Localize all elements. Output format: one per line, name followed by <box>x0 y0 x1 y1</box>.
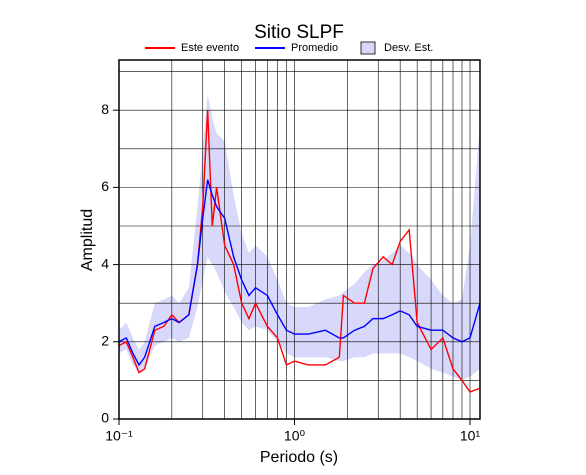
y-tick-label: 0 <box>101 410 109 426</box>
plot-frame <box>118 59 481 420</box>
series-line <box>118 110 481 393</box>
legend-label: Desv. Est. <box>384 42 433 54</box>
legend-label: Promedio <box>291 42 338 54</box>
x-axis-label: Periodo (s) <box>260 449 338 466</box>
x-tick-label: 10⁰ <box>284 428 306 444</box>
series-line <box>118 179 481 367</box>
legend-swatch <box>360 41 376 55</box>
chart-title: Sitio SLPF <box>254 22 344 43</box>
y-tick-label: 6 <box>101 178 109 194</box>
legend-label: Este evento <box>181 42 239 54</box>
y-axis-label: Amplitud <box>79 209 96 271</box>
std-band <box>119 94 480 381</box>
x-tick-label: 10¹ <box>460 428 481 444</box>
x-tick-label: 10⁻¹ <box>105 428 133 444</box>
y-tick-label: 8 <box>101 101 109 117</box>
y-tick-label: 2 <box>101 332 109 348</box>
y-tick-label: 4 <box>101 255 109 271</box>
